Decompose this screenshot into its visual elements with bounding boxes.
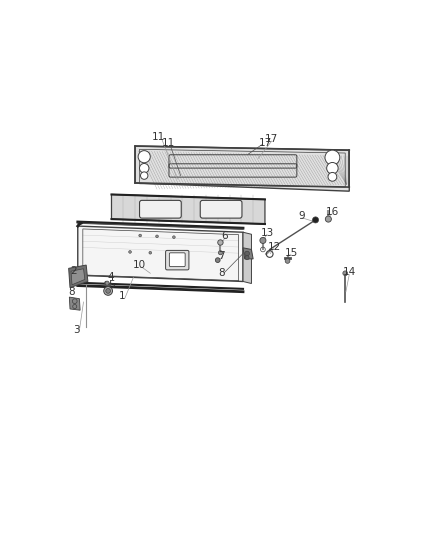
Text: 9: 9 xyxy=(298,211,305,221)
Circle shape xyxy=(328,173,337,181)
Text: 17: 17 xyxy=(265,134,278,144)
Polygon shape xyxy=(78,226,243,281)
Text: 8: 8 xyxy=(218,268,224,278)
Text: 10: 10 xyxy=(133,260,146,270)
Circle shape xyxy=(129,251,131,253)
Polygon shape xyxy=(71,269,85,285)
Circle shape xyxy=(104,287,113,295)
Text: 4: 4 xyxy=(107,271,114,281)
Polygon shape xyxy=(243,248,253,259)
Text: 3: 3 xyxy=(74,325,80,335)
FancyBboxPatch shape xyxy=(170,253,185,266)
Text: 13: 13 xyxy=(261,228,274,238)
Polygon shape xyxy=(135,146,349,191)
Text: 8: 8 xyxy=(68,287,75,297)
Circle shape xyxy=(260,237,266,244)
Text: 2: 2 xyxy=(70,266,77,276)
Circle shape xyxy=(285,259,290,263)
Text: 17: 17 xyxy=(258,138,272,148)
Text: 11: 11 xyxy=(152,132,165,142)
Circle shape xyxy=(343,271,348,276)
Circle shape xyxy=(215,258,220,262)
Circle shape xyxy=(138,151,150,163)
Text: 15: 15 xyxy=(285,248,298,258)
Circle shape xyxy=(173,236,175,238)
Text: 6: 6 xyxy=(221,230,228,240)
Circle shape xyxy=(325,150,340,165)
Polygon shape xyxy=(243,232,251,284)
Circle shape xyxy=(155,235,159,238)
Circle shape xyxy=(139,234,141,237)
Text: 5: 5 xyxy=(108,280,115,290)
Text: 7: 7 xyxy=(218,251,224,261)
Circle shape xyxy=(245,256,249,260)
Text: 16: 16 xyxy=(326,207,339,217)
Circle shape xyxy=(106,288,110,293)
Text: 14: 14 xyxy=(343,268,356,278)
FancyBboxPatch shape xyxy=(200,200,242,218)
Circle shape xyxy=(139,164,149,173)
Polygon shape xyxy=(69,265,88,288)
Text: 12: 12 xyxy=(268,242,281,252)
FancyBboxPatch shape xyxy=(166,251,189,270)
Polygon shape xyxy=(112,195,265,224)
Circle shape xyxy=(218,240,223,245)
Circle shape xyxy=(105,281,109,285)
Circle shape xyxy=(149,252,152,254)
Polygon shape xyxy=(69,297,80,310)
Circle shape xyxy=(219,251,223,255)
Circle shape xyxy=(325,216,332,222)
Circle shape xyxy=(141,172,148,179)
FancyBboxPatch shape xyxy=(140,200,181,218)
Circle shape xyxy=(245,251,249,256)
Text: 1: 1 xyxy=(119,291,126,301)
Circle shape xyxy=(312,217,318,223)
Text: 11: 11 xyxy=(162,138,176,148)
Circle shape xyxy=(327,163,338,174)
